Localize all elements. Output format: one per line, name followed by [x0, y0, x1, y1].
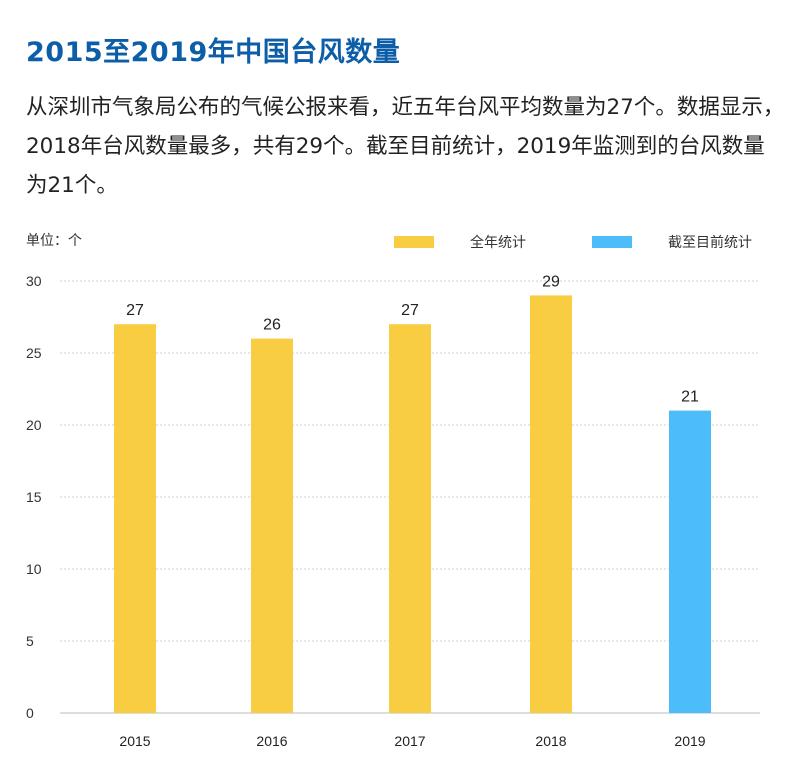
legend-label: 全年统计 [470, 235, 526, 251]
page-title: 2015至2019年中国台风数量 [26, 37, 401, 68]
legend-swatch-full-year [394, 236, 434, 248]
data-label: 27 [401, 302, 419, 319]
data-label: 29 [542, 273, 560, 290]
y-tick-label: 10 [26, 561, 42, 577]
bar-2016 [251, 338, 293, 713]
y-tick-label: 25 [26, 345, 42, 361]
legend-label: 截至目前统计 [668, 235, 752, 251]
legend-item-full-year: 全年统计 [394, 232, 526, 252]
y-tick-label: 20 [26, 417, 42, 433]
data-label: 26 [263, 317, 281, 334]
y-tick-label: 30 [26, 273, 42, 289]
y-tick-label: 5 [26, 633, 34, 649]
y-tick-label: 15 [26, 489, 42, 505]
unit-label: 单位：个 [26, 233, 82, 249]
x-tick-label: 2016 [256, 733, 287, 749]
bar-2018 [530, 295, 572, 713]
bar-2017 [389, 324, 431, 713]
x-tick-label: 2018 [535, 733, 566, 749]
x-tick-label: 2019 [674, 733, 705, 749]
legend-item-to-date: 截至目前统计 [592, 232, 752, 252]
x-tick-label: 2017 [394, 733, 425, 749]
x-tick-label: 2015 [119, 733, 150, 749]
legend-swatch-to-date [592, 236, 632, 248]
data-label: 21 [681, 389, 699, 406]
y-tick-label: 0 [26, 705, 34, 721]
bar-2019 [669, 410, 711, 713]
description-text: 从深圳市气象局公布的气候公报来看，近五年台风平均数量为27个。数据显示，2018… [26, 95, 785, 198]
bar-2015 [114, 324, 156, 713]
data-label: 27 [126, 302, 144, 319]
